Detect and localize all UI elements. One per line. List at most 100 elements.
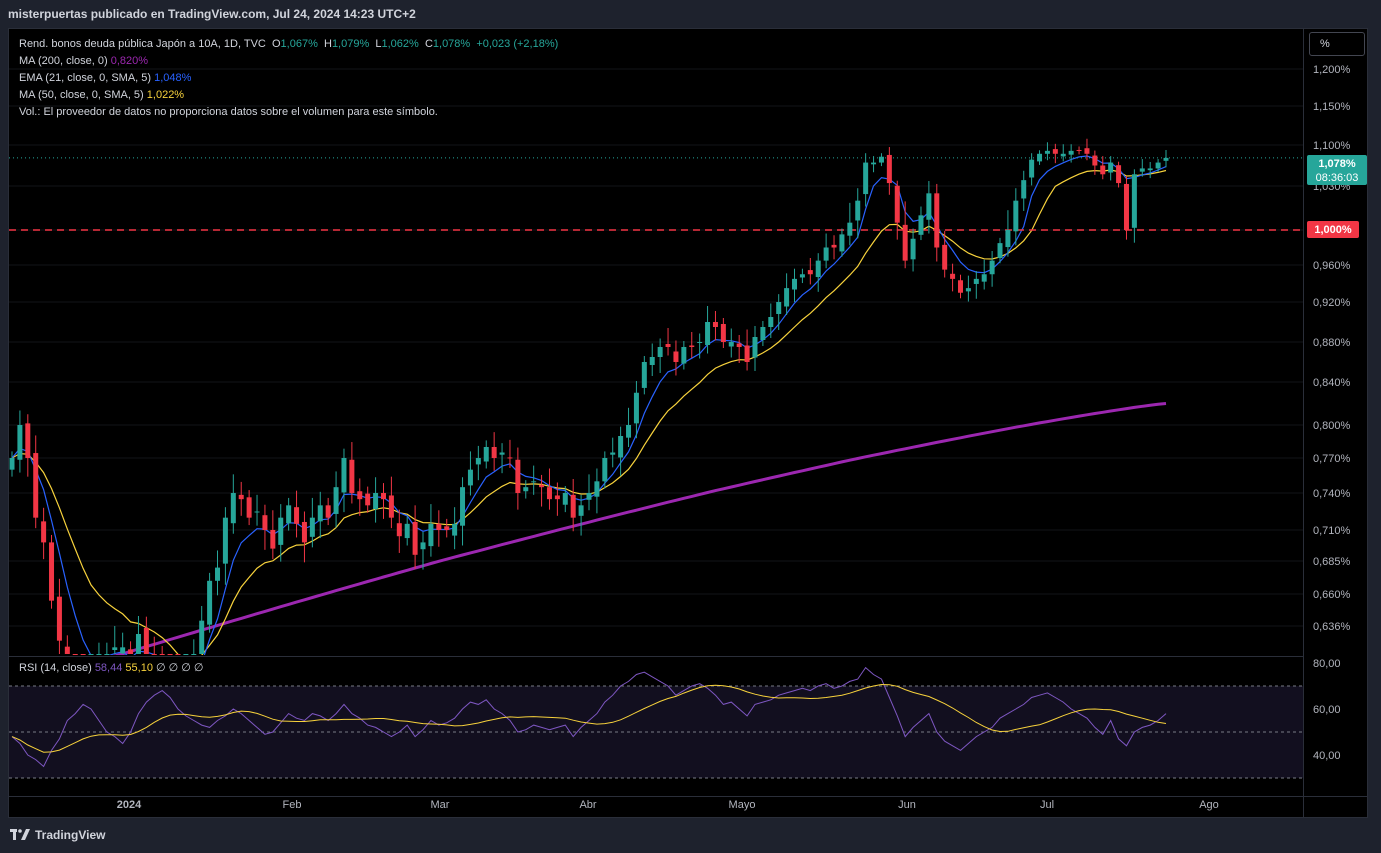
candle-body xyxy=(357,491,363,500)
candle-body xyxy=(420,542,426,550)
candle-body xyxy=(728,342,734,347)
candle-body xyxy=(317,505,323,522)
candle-body xyxy=(839,234,845,252)
unit-toggle-button[interactable]: % xyxy=(1309,32,1365,56)
candle-body xyxy=(183,654,189,655)
candle-body xyxy=(404,523,410,539)
time-axis-tick: Mar xyxy=(431,799,450,811)
candle-body xyxy=(56,596,62,641)
candle-body xyxy=(871,162,877,165)
candle-body xyxy=(1116,165,1122,184)
last-price-countdown: 08:36:03 xyxy=(1316,172,1359,184)
candle-body xyxy=(618,436,624,458)
candle-body xyxy=(1044,150,1050,154)
last-price-tag xyxy=(1307,155,1367,185)
candle-body xyxy=(792,278,798,290)
candles-layer xyxy=(9,138,1169,655)
candle-body xyxy=(981,274,987,282)
time-axis-tick: 2024 xyxy=(117,799,142,811)
candle-body xyxy=(230,493,236,524)
candle-body xyxy=(294,507,300,524)
price-chart-svg[interactable]: 1,200%1,150%1,100%1,030%1,000%0,960%0,92… xyxy=(9,29,1368,818)
candle-body xyxy=(128,649,134,654)
candle-body xyxy=(562,493,568,505)
candle-body xyxy=(191,654,197,655)
candle-body xyxy=(373,493,379,510)
rsi-legend[interactable]: RSI (14, close) 58,44 55,10 ∅ ∅ ∅ ∅ xyxy=(19,661,204,674)
legend-volume-note: Vol.: El proveedor de datos no proporcio… xyxy=(19,106,438,118)
candle-body xyxy=(602,458,608,482)
candle-body xyxy=(33,453,39,518)
level-price-tag xyxy=(1307,221,1359,238)
candle-body xyxy=(1029,159,1035,178)
price-axis-tick: 1,150% xyxy=(1313,101,1351,113)
candle-body xyxy=(41,521,47,543)
candle-body xyxy=(365,493,371,506)
candle-body xyxy=(17,425,23,460)
candle-body xyxy=(886,154,892,184)
candle-body xyxy=(9,458,15,470)
price-axis-tick: 0,960% xyxy=(1313,260,1351,272)
candle-body xyxy=(776,302,782,314)
candle-body xyxy=(112,647,118,650)
candle-body xyxy=(586,493,592,500)
candle-body xyxy=(428,523,434,547)
rsi-axis-tick: 80,00 xyxy=(1313,658,1341,670)
candle-body xyxy=(641,362,647,388)
candle-body xyxy=(341,458,347,493)
candle-body xyxy=(894,185,900,223)
candle-body xyxy=(396,523,402,537)
ma200-layer xyxy=(113,402,1167,655)
candle-body xyxy=(246,497,252,518)
candle-body xyxy=(167,654,173,655)
candle-body xyxy=(1092,155,1098,166)
pane-divider xyxy=(9,656,1304,657)
legend-ma200-label: MA (200, close, 0) xyxy=(19,55,108,67)
price-axis-tick: 0,660% xyxy=(1313,589,1351,601)
candle-body xyxy=(64,646,70,654)
candle-body xyxy=(1100,165,1106,175)
candle-body xyxy=(72,654,78,655)
candle-body xyxy=(950,273,956,279)
candle-body xyxy=(25,423,31,458)
candle-body xyxy=(49,542,55,601)
footer-brand-text: TradingView xyxy=(35,828,106,842)
legend-o-label: O xyxy=(271,38,281,50)
candle-body xyxy=(626,425,632,438)
price-axis-tick: 0,685% xyxy=(1313,556,1351,568)
candle-body xyxy=(1005,230,1011,248)
candle-body xyxy=(325,505,331,518)
price-axis-divider xyxy=(1303,29,1304,817)
time-axis-tick: Jul xyxy=(1040,799,1054,811)
rsi-legend-value: 58,44 xyxy=(94,662,123,674)
candle-body xyxy=(578,505,584,516)
price-axis-tick: 0,880% xyxy=(1313,337,1351,349)
legend-o-value: 1,067% xyxy=(280,38,318,50)
candle-body xyxy=(1155,162,1161,169)
legend-l-value: 1,062% xyxy=(381,38,419,50)
legend-symbol-row[interactable]: Rend. bonos deuda pública Japón a 10A, 1… xyxy=(19,36,558,53)
candle-body xyxy=(831,244,837,248)
level-price-tag-value: 1,000% xyxy=(1314,224,1352,236)
candle-body xyxy=(475,458,481,465)
candle-body xyxy=(744,345,750,362)
candle-body xyxy=(657,347,663,357)
candle-body xyxy=(1147,168,1153,171)
rsi-layer xyxy=(11,666,1167,768)
candle-body xyxy=(388,495,394,518)
rsi-legend-ma-value: 55,10 xyxy=(125,662,153,674)
legend-symbol: Rend. bonos deuda pública Japón a 10A, 1… xyxy=(19,38,266,50)
candle-body xyxy=(1084,148,1090,154)
candle-body xyxy=(689,345,695,347)
chart-frame[interactable]: 1,200%1,150%1,100%1,030%1,000%0,960%0,92… xyxy=(8,28,1368,818)
candle-body xyxy=(159,654,165,655)
legend-ma50-row[interactable]: MA (50, close, 0, SMA, 5) 1,022% xyxy=(19,87,558,104)
rsi-axis-labels: 80,00 60,00 40,00 xyxy=(1313,658,1341,762)
footer-brand[interactable]: TradingView xyxy=(10,827,105,843)
grid-layer xyxy=(9,68,1303,627)
legend-ema21-row[interactable]: EMA (21, close, 0, SMA, 5) 1,048% xyxy=(19,70,558,87)
candle-body xyxy=(1068,150,1074,155)
candle-body xyxy=(254,511,260,513)
legend-ma200-row[interactable]: MA (200, close, 0) 0,820% xyxy=(19,53,558,70)
rsi-ma-line xyxy=(11,683,1167,753)
